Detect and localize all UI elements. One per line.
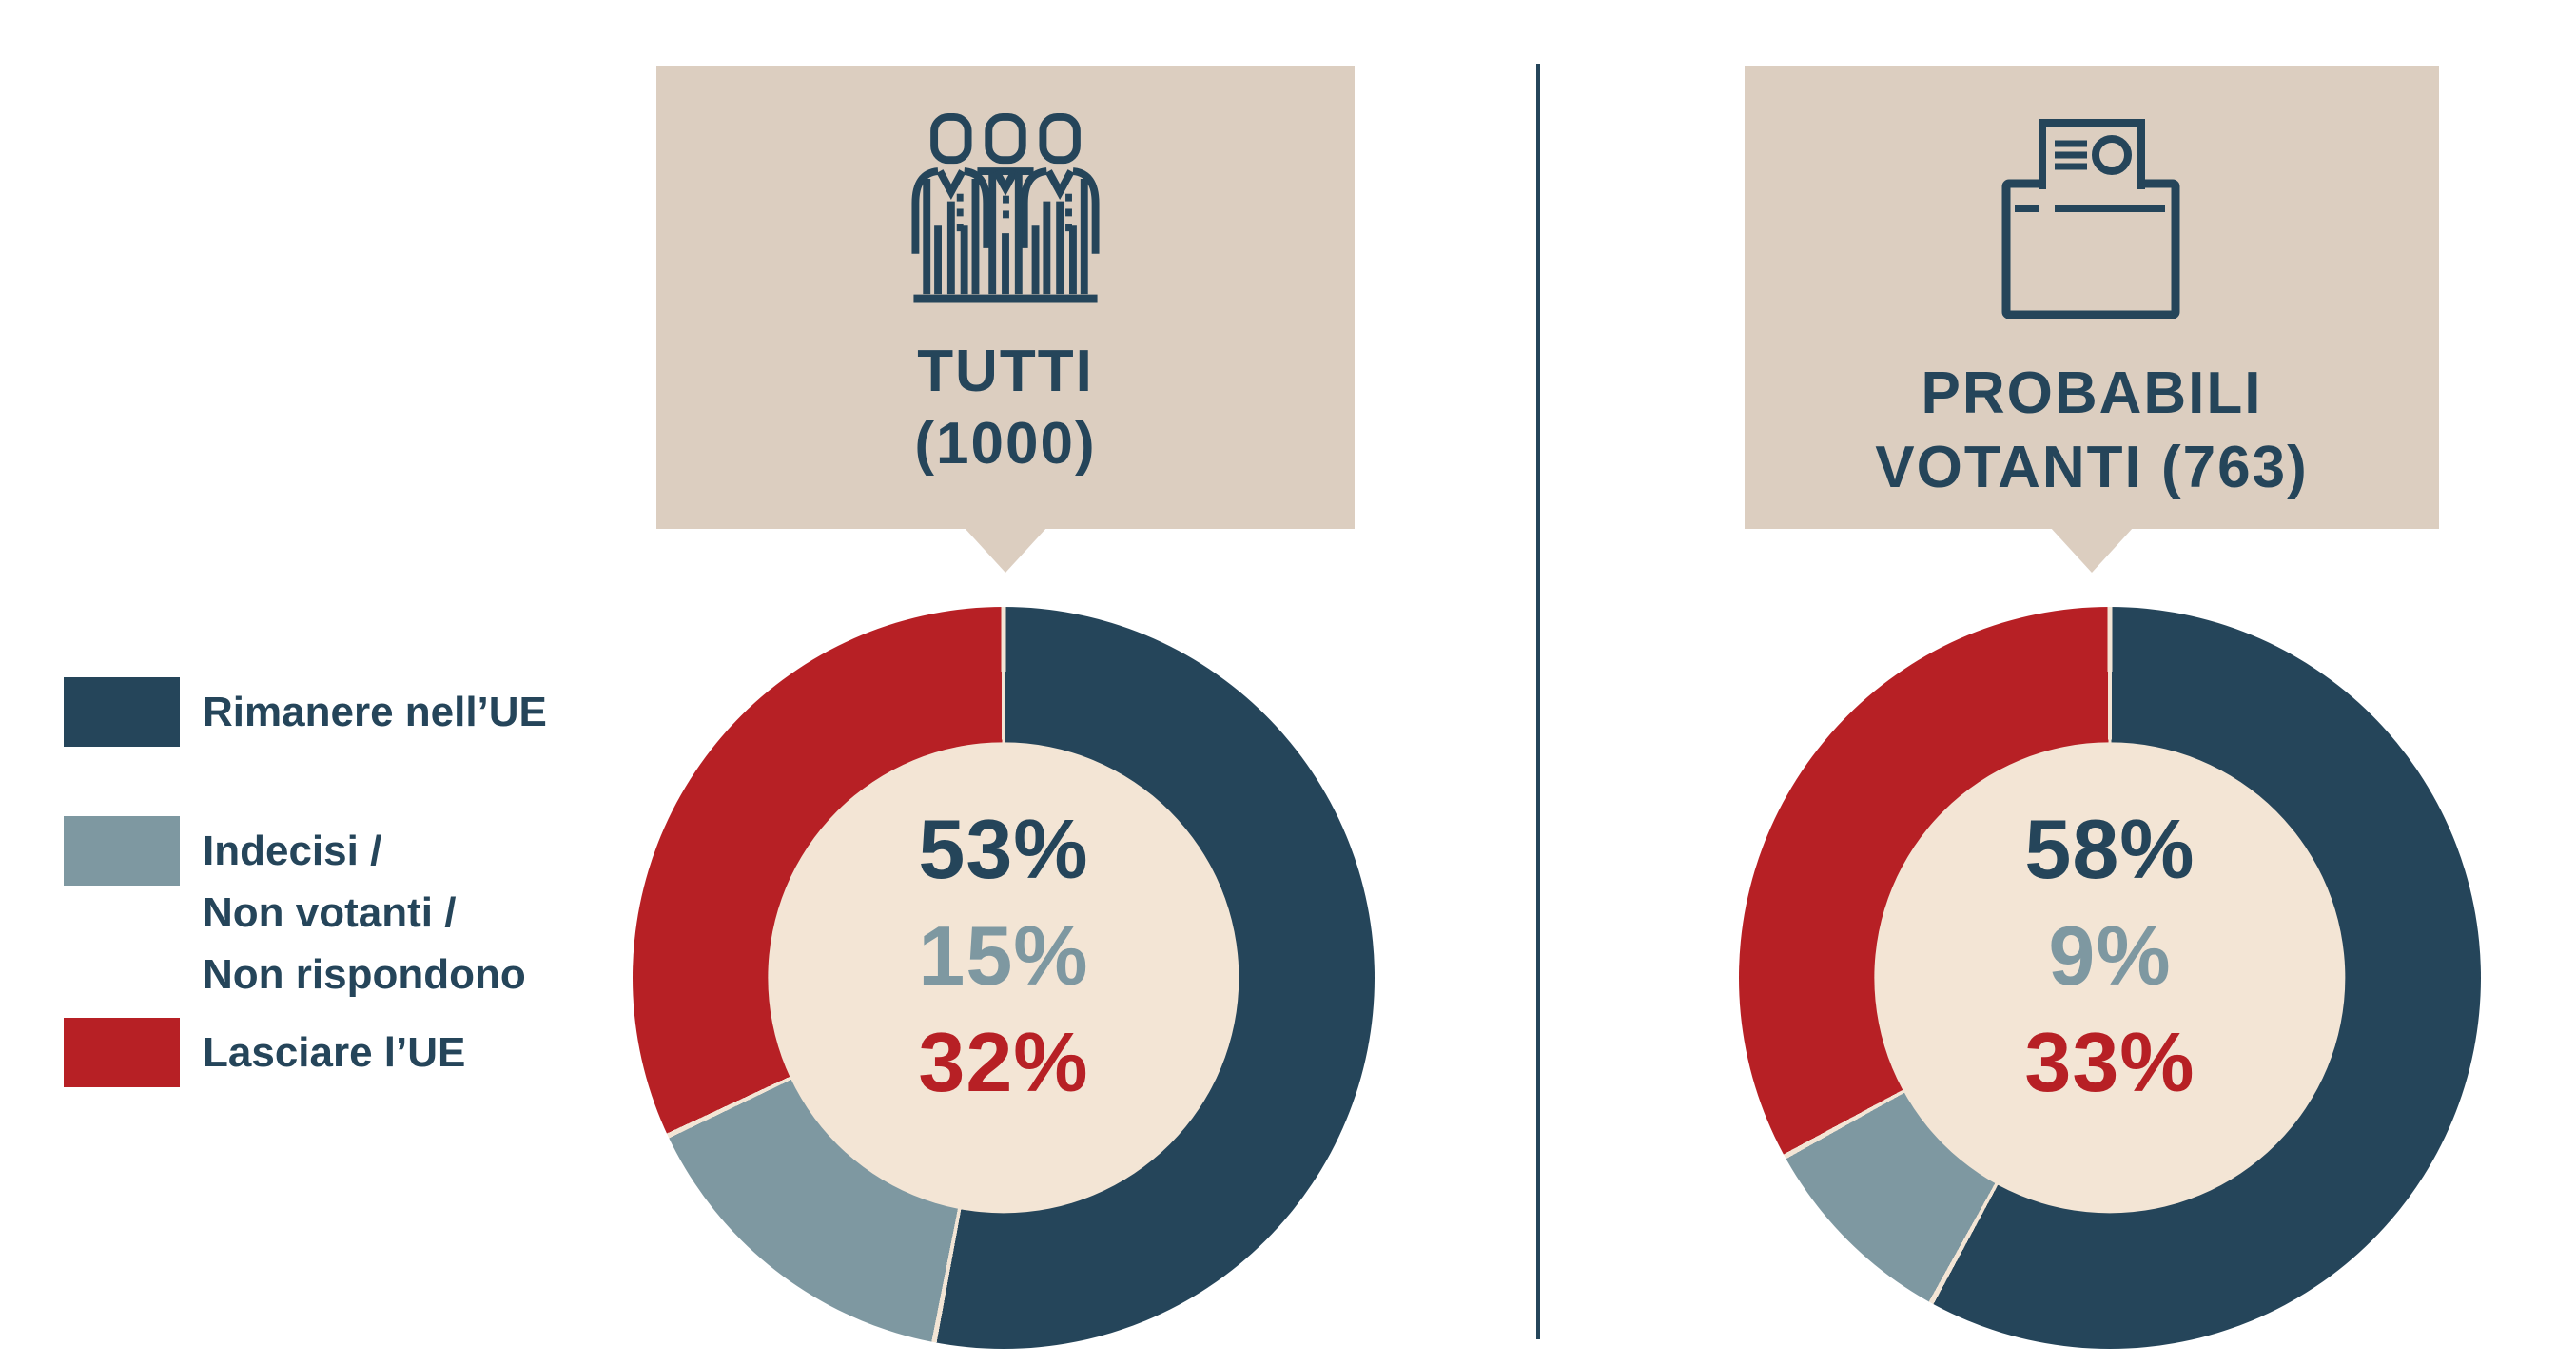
legend-swatch-undecided <box>64 816 180 886</box>
callout-tutti: TUTTI (1000) <box>656 66 1355 573</box>
donut-chart-probabili-votanti: 58% 9% 33% <box>1739 607 2481 1349</box>
donut-value-remain: 53% <box>918 802 1089 896</box>
callout-title-probabili-votanti: PROBABILI VOTANTI (763) <box>1875 357 2308 505</box>
legend-item-remain: Rimanere nell’UE <box>64 677 547 747</box>
legend-swatch-remain <box>64 677 180 747</box>
callout-title-line: PROBABILI <box>1921 361 2263 426</box>
callout-pointer <box>964 527 1047 573</box>
people-icon-art <box>911 112 1100 303</box>
callout-pointer <box>2050 527 2134 573</box>
donut-chart-tutti: 53% 15% 32% <box>633 607 1375 1349</box>
donut-value-undecided: 15% <box>918 908 1089 1003</box>
donut-hole <box>1874 742 2346 1214</box>
donut-center-values: 53% 15% 32% <box>633 585 1375 1327</box>
callout-title-line: VOTANTI (763) <box>1875 435 2309 500</box>
legend-label-remain: Rimanere nell’UE <box>203 689 547 735</box>
donut-hole <box>768 742 1239 1214</box>
donut-value-undecided: 9% <box>2048 908 2172 1003</box>
ballot-box-icon <box>2001 117 2182 319</box>
people-icon <box>910 111 1101 303</box>
legend-swatch-leave <box>64 1018 180 1087</box>
callout-probabili-votanti: PROBABILI VOTANTI (763) <box>1745 66 2439 573</box>
callout-title-tutti: TUTTI (1000) <box>914 336 1096 480</box>
donut-value-leave: 32% <box>918 1015 1089 1109</box>
legend-label-undecided: Indecisi / Non votanti / Non rispondono <box>203 828 526 998</box>
donut-value-leave: 33% <box>2024 1015 2195 1109</box>
callout-title-line: (1000) <box>914 411 1097 477</box>
ballot-box-icon-art <box>2001 119 2180 319</box>
callout-title-line: TUTTI <box>917 339 1094 404</box>
legend-item-undecided: Indecisi / Non votanti / Non rispondono <box>64 816 526 1005</box>
donut-center-values: 58% 9% 33% <box>1739 585 2481 1327</box>
legend-item-leave: Lasciare l’UE <box>64 1018 465 1087</box>
panel-divider <box>1536 64 1540 1339</box>
donut-value-remain: 58% <box>2024 802 2195 896</box>
legend-label-leave: Lasciare l’UE <box>203 1029 466 1076</box>
